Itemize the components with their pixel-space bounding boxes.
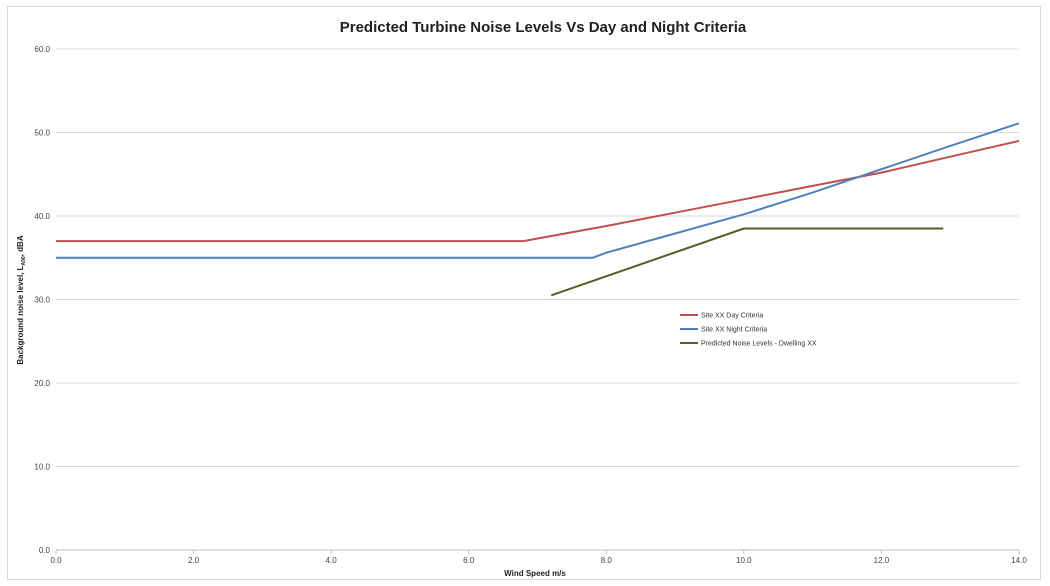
y-axis-label: Background noise level, LA90, dBA (16, 235, 27, 364)
line-chart: Predicted Turbine Noise Levels Vs Day an… (16, 19, 1027, 578)
y-axis-label-main: Background noise level, L (16, 265, 25, 364)
y-tick-label: 40.0 (34, 212, 50, 221)
x-axis-label: Wind Speed m/s (504, 569, 566, 578)
series-line-2 (56, 122, 1020, 259)
y-tick-label: 10.0 (34, 463, 50, 472)
series-lines (56, 122, 1020, 297)
x-tick-label: 8.0 (601, 556, 613, 565)
x-tick-label: 10.0 (736, 556, 752, 565)
y-tick-label: 50.0 (34, 129, 50, 138)
x-tick-label: 0.0 (50, 556, 62, 565)
y-tick-label: 0.0 (39, 546, 51, 555)
legend-label-2: Site XX Night Criteria (701, 327, 767, 334)
x-tick-label: 2.0 (188, 556, 200, 565)
chart-frame: Predicted Turbine Noise Levels Vs Day an… (7, 6, 1041, 580)
x-tick-label: 6.0 (463, 556, 475, 565)
x-tick-label: 4.0 (326, 556, 338, 565)
series-line-3 (550, 227, 944, 297)
y-axis-label-tail: , dBA (16, 235, 25, 256)
gridlines (56, 48, 1019, 551)
legend-label-1: Site XX Day Criteria (701, 313, 763, 320)
legend: Site XX Day Criteria Site XX Night Criter… (680, 313, 817, 348)
y-axis-label-subscript: A90 (21, 256, 27, 265)
y-tick-label: 20.0 (34, 379, 50, 388)
x-tick-label: 12.0 (874, 556, 890, 565)
series-line-1 (56, 139, 1020, 243)
y-tick-label: 30.0 (34, 296, 50, 305)
x-tick-label: 14.0 (1011, 556, 1027, 565)
chart-title: Predicted Turbine Noise Levels Vs Day an… (340, 19, 747, 36)
axes: 0.0 10.0 20.0 30.0 40.0 50.0 60.0 0.0 2.0 4.0 6.0 8… (34, 45, 1027, 565)
legend-label-3: Predicted Noise Levels - Dwelling XX (701, 341, 817, 348)
y-tick-label: 60.0 (34, 45, 50, 54)
